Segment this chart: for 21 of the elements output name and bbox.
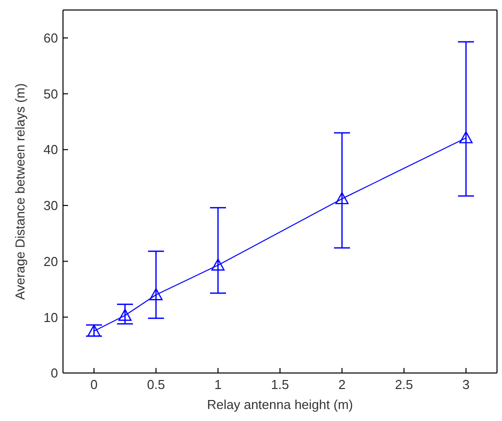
x-tick-label: 0 <box>90 377 98 392</box>
y-tick-label: 10 <box>44 310 58 325</box>
point <box>459 131 473 144</box>
y-tick-label: 60 <box>44 30 58 46</box>
y-tick-label: 30 <box>44 198 58 214</box>
y-tick-label: 50 <box>44 86 58 102</box>
point <box>335 192 349 204</box>
x-tick-label: 2.5 <box>394 377 414 392</box>
y-tick-label: 40 <box>44 142 58 158</box>
point <box>118 308 132 321</box>
point <box>149 288 163 300</box>
y-tick-label: 0 <box>50 366 58 381</box>
x-tick-label: 1.5 <box>270 377 290 392</box>
x-tick-label: 2 <box>338 377 346 392</box>
x-tick-label: 0.5 <box>146 377 166 392</box>
y-tick-label: 20 <box>44 254 58 269</box>
x-tick-label: 3 <box>462 377 470 392</box>
y-axis-title: Average Distance between relays (m) <box>12 83 28 300</box>
x-tick-label: 1 <box>214 377 222 392</box>
x-axis-title: Relay antenna height (m) <box>207 397 353 412</box>
point <box>211 258 225 271</box>
